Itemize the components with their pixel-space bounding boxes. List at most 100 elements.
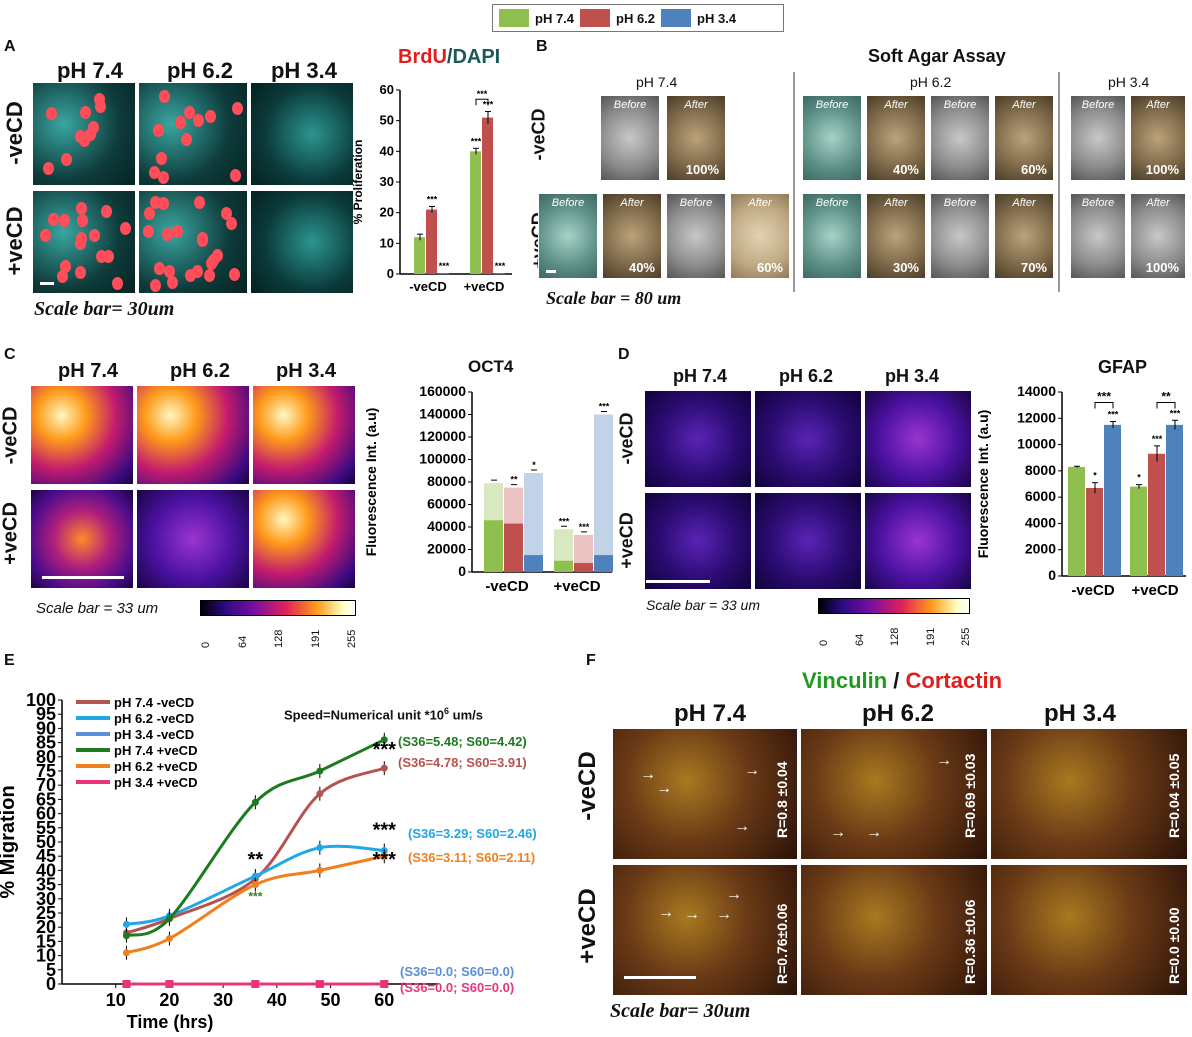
data-point (315, 980, 324, 988)
nucleus-mark (59, 259, 71, 273)
x-tick-label: 40 (267, 990, 287, 1010)
nucleus-mark (42, 161, 54, 175)
nucleus-mark (226, 216, 238, 230)
b-pos-62-after-1: After 30% (866, 193, 926, 279)
title-sep: / (446, 46, 453, 68)
nucleus-mark (144, 207, 156, 221)
panel-a-col-ph34: pH 3.4 (270, 58, 338, 83)
brdu-label: BrdU (398, 46, 447, 68)
y-tick-label: 50 (36, 832, 56, 852)
nucleus-mark (93, 92, 105, 106)
nucleus-mark (230, 169, 242, 183)
x-tick-label: 60 (374, 990, 394, 1010)
nucleus-mark (59, 214, 71, 228)
y-tick-label: 10 (36, 946, 56, 966)
data-point (316, 866, 324, 874)
b-pos-74-after-2: After 60% (730, 193, 790, 279)
nucleus-mark (172, 224, 184, 238)
b-neg-62-after-2: After 60% (994, 95, 1054, 181)
y-tick-label: 60000 (427, 496, 466, 512)
panel-c-colorbar (200, 600, 356, 616)
nucleus-mark (102, 250, 114, 264)
data-point (380, 980, 389, 988)
y-tick-label: 100000 (419, 451, 466, 467)
data-point (122, 920, 130, 928)
significance-label: *** (1170, 408, 1181, 418)
nucleus-mark (163, 265, 175, 279)
panel-c-image-neg-ph34 (252, 385, 356, 485)
bar (494, 273, 505, 275)
legend-label: pH 7.4 -veCD (114, 695, 194, 710)
panel-a-row-neg: -veCD (2, 101, 27, 165)
panel-f-letter: F (586, 652, 596, 669)
data-point (380, 736, 388, 744)
y-tick-label: 35 (36, 875, 56, 895)
significance-label: * (1137, 473, 1141, 483)
bar (1068, 466, 1085, 576)
panel-a-image-neg-ph34 (250, 82, 354, 186)
panel-d-col-ph74: pH 7.4 (672, 366, 728, 386)
nucleus-mark (157, 197, 169, 211)
x-category-label: +veCD (553, 578, 600, 595)
y-tick-label: 120000 (419, 428, 466, 444)
panel-b-col-ph34: pH 3.4 (1108, 74, 1150, 90)
data-point (251, 980, 260, 988)
top-legend: pH 7.4 pH 6.2 pH 3.4 (492, 4, 784, 32)
speed-annotation: (S36=4.78; S60=3.91) (398, 755, 527, 770)
nucleus-mark (79, 106, 91, 120)
y-tick-label: 0 (1048, 567, 1056, 583)
colorbar-tick-label: 255 (346, 629, 358, 648)
bar (504, 523, 523, 572)
data-point (251, 798, 259, 806)
nucleus-mark (111, 277, 123, 291)
y-tick-label: 55 (36, 818, 56, 838)
legend-swatch-ph74 (499, 9, 529, 27)
bar (524, 555, 543, 572)
nucleus-mark (47, 213, 59, 227)
panel-d-row-neg: -veCD (616, 412, 637, 465)
significance-label: *** (373, 820, 397, 842)
speed-annotation: (S36=0.0; S60=0.0) (400, 964, 514, 979)
proliferation-chart: 0 10 20 30 40 50 60 % Proliferation -veCD *** *** +… (351, 82, 512, 294)
b-pos-34-before: Before (1070, 193, 1126, 279)
panel-b-scale-bar (546, 270, 556, 273)
panel-c-image-pos-ph74 (30, 489, 134, 589)
y-tick-label: 0 (387, 266, 394, 281)
y-tick-label: 10 (380, 235, 394, 250)
panel-d-image-pos-ph74 (644, 492, 752, 590)
b-neg-34-after: After 100% (1130, 95, 1186, 181)
panel-a-row-pos: +veCD (2, 206, 27, 276)
y-tick-label: 60 (36, 804, 56, 824)
series-line (125, 738, 385, 938)
nucleus-mark (175, 116, 187, 130)
bar (1104, 424, 1121, 576)
nucleus-mark (167, 276, 179, 290)
b-neg-62-before-1: Before (802, 95, 862, 181)
bar (1166, 424, 1183, 576)
arrow-icon: → (684, 906, 700, 923)
panel-a-col-ph74: pH 7.4 (56, 58, 124, 83)
bar (414, 237, 425, 274)
b-pos-74-after-1: After 40% (602, 193, 662, 279)
y-tick-label: 80000 (427, 473, 466, 489)
r-value-neg-ph74: R=0.8 ±0.04 (774, 761, 790, 838)
legend-label: pH 7.4 +veCD (114, 743, 197, 758)
significance-label: *** (559, 516, 570, 526)
b-neg-62-before-2: Before (930, 95, 990, 181)
panel-d-col-ph62: pH 6.2 (778, 366, 834, 386)
y-tick-label: 30 (36, 889, 56, 909)
significance-label: *** (495, 261, 506, 271)
legend-label: pH 3.4 +veCD (114, 775, 197, 790)
b-pos-62-before-2: Before (930, 193, 990, 279)
y-axis-label: % Proliferation (351, 140, 365, 225)
data-point (316, 844, 324, 852)
speed-note-post: um/s (449, 707, 484, 723)
significance-label: * (1093, 471, 1097, 481)
significance-label: *** (1097, 390, 1111, 404)
panel-e-letter: E (4, 652, 15, 669)
panel-a-col-ph62: pH 6.2 (166, 58, 234, 83)
panel-b-row-neg: -veCD (528, 108, 549, 161)
speed-note-sup: 6 (444, 706, 450, 716)
significance-bracket (1094, 402, 1114, 409)
r-value-neg-ph34: R=0.04 ±0.05 (1166, 753, 1182, 838)
